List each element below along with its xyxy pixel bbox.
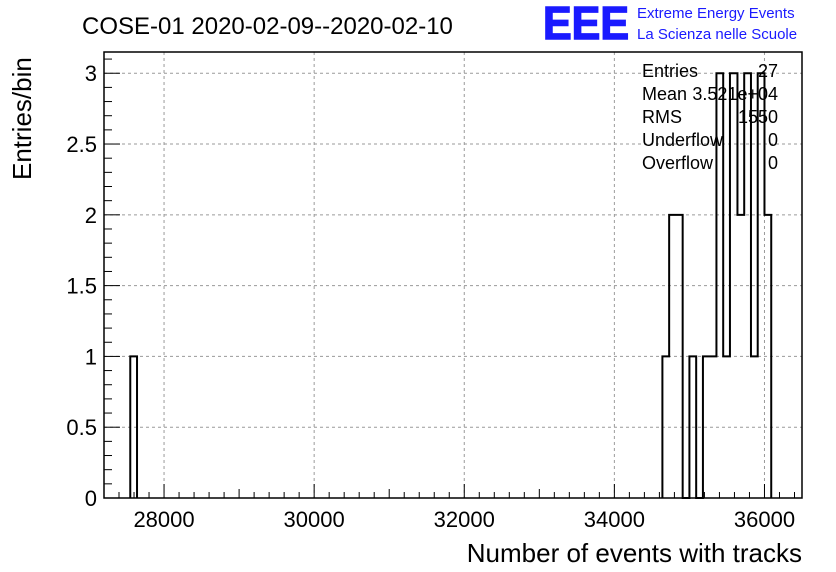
y-tick-labels: 0 0.5 1 1.5 2 2.5 3 [66,61,97,511]
histogram-bin-9 [730,73,738,498]
histogram-bin-0 [130,356,137,498]
stat-value: 0 [768,130,778,150]
stat-value: 0 [768,153,778,173]
histogram-bin-2 [669,215,683,498]
y-tick-label: 1 [85,344,97,369]
stat-label: Mean [642,84,687,104]
histogram-bin-14 [764,215,771,498]
stat-label: RMS [642,107,682,127]
stat-value: 3.521e+04 [692,84,778,104]
chart-title: COSE-01 2020-02-09--2020-02-10 [82,13,453,40]
plot-frame [103,51,803,499]
stat-label: Underflow [642,130,724,150]
histogram-outline-1 [661,72,773,499]
x-tick-labels: 28000 30000 32000 34000 36000 [133,507,795,532]
y-tick-label: 2 [85,203,97,228]
histogram-bin-1 [662,356,669,498]
y-tick-label: 0 [85,486,97,511]
histogram-bin-10 [737,215,744,498]
grid [104,52,802,499]
histogram-bars [129,72,773,499]
y-tick-label: 1.5 [66,274,97,299]
x-tick-label: 32000 [434,507,495,532]
histogram-bin-12 [751,356,758,498]
y-tick-label: 2.5 [66,132,97,157]
x-tick-label: 36000 [734,507,795,532]
histogram-bin-6 [703,356,717,498]
stats-box: Entries 27 Mean 3.521e+04 RMS 1550 Underflow 0 O… [642,61,778,173]
stat-value: 1550 [738,107,778,127]
histogram-bin-8 [723,356,730,498]
eee-logo-mark: EEE [543,0,629,49]
axis-ticks [103,58,795,499]
x-tick-label: 34000 [584,507,645,532]
x-tick-label: 30000 [284,507,345,532]
eee-logo: EEE Extreme Energy Events La Scienza nel… [542,0,797,50]
histogram-outline-0 [129,355,139,498]
y-tick-label: 0.5 [66,415,97,440]
histogram-bin-4 [689,356,696,498]
x-axis-label: Number of events with tracks [467,538,802,568]
stat-value: 27 [758,61,778,81]
stat-label: Overflow [642,153,714,173]
histogram-bin-11 [744,73,751,498]
logo-line-1: Extreme Energy Events [637,5,795,22]
x-tick-label: 28000 [133,507,194,532]
histogram-bin-13 [758,73,765,498]
logo-line-2: La Scienza nelle Scuole [637,26,797,43]
stat-label: Entries [642,61,698,81]
y-tick-label: 3 [85,61,97,86]
y-axis-label: Entries/bin [7,57,37,180]
